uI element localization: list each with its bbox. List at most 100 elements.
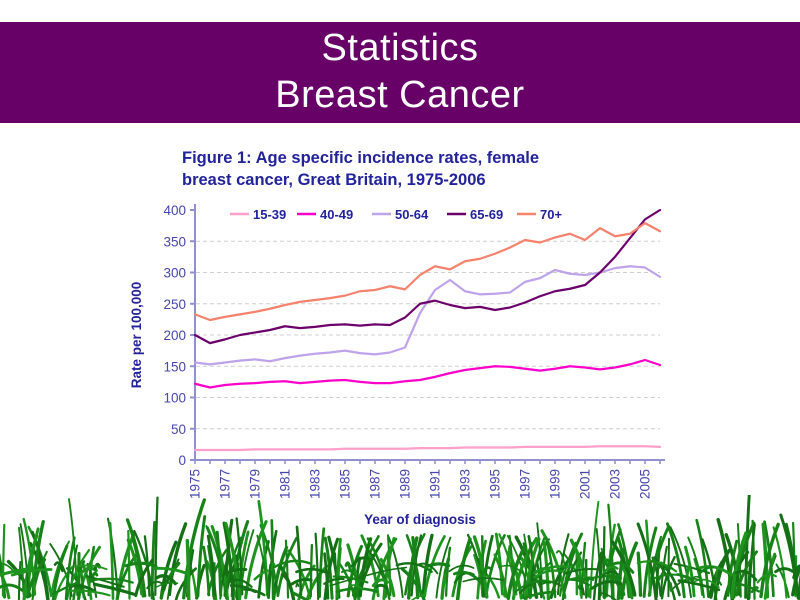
grass-scribble <box>274 581 278 589</box>
grass-blade <box>215 530 223 598</box>
grass-blade <box>256 534 270 599</box>
y-tick-label: 0 <box>178 453 186 468</box>
grass-blade <box>797 572 800 600</box>
legend-label-15-39: 15-39 <box>253 207 286 222</box>
grass-scribble <box>532 569 569 579</box>
grass-scribble <box>291 591 310 600</box>
y-tick-label: 350 <box>163 234 186 249</box>
grass-scribble <box>223 567 248 576</box>
grass-blade <box>561 532 584 598</box>
grass-blade <box>1 523 6 597</box>
grass-scribble <box>462 577 504 583</box>
grass-blade <box>494 532 504 596</box>
grass-scribble <box>514 579 555 594</box>
y-tick-label: 150 <box>163 359 186 374</box>
grass-scribble <box>253 569 269 581</box>
grass-blade <box>653 556 676 600</box>
grass-scribble <box>480 566 493 579</box>
grass-scribble <box>792 564 800 580</box>
grass-blade <box>476 563 501 599</box>
grass-blade <box>69 544 79 600</box>
legend-label-40-49: 40-49 <box>320 207 353 222</box>
x-tick-label: 2005 <box>638 469 653 499</box>
y-tick-label: 400 <box>163 203 186 218</box>
grass-blade <box>346 544 364 598</box>
grass-scribble <box>586 574 623 581</box>
x-tick-label: 1985 <box>338 469 353 499</box>
grass-scribble <box>68 584 83 591</box>
grass-scribble <box>290 577 313 586</box>
grass-blade <box>202 545 211 597</box>
x-tick-label: 1999 <box>548 469 563 499</box>
grass-blade <box>684 545 696 598</box>
grass-scribble <box>600 565 619 578</box>
grass-scribble <box>415 562 439 575</box>
grass-scribble <box>162 579 170 591</box>
grass-blade <box>522 541 533 600</box>
grass-scribble <box>711 579 723 586</box>
grass-scribble <box>750 586 759 594</box>
grass-blade <box>284 539 290 599</box>
grass-scribble <box>443 566 449 574</box>
grass-blade <box>309 543 314 598</box>
grass-scribble <box>332 575 369 584</box>
grass-blade <box>589 500 600 599</box>
grass-blade <box>636 522 658 600</box>
grass-scribble <box>295 582 300 588</box>
grass-blade <box>64 536 76 600</box>
slide-title-line1: Statistics <box>321 27 479 69</box>
grass-decoration <box>0 495 800 600</box>
grass-blade <box>507 550 523 600</box>
grass-blade <box>772 526 788 599</box>
x-tick-label: 2001 <box>578 469 593 499</box>
y-tick-label: 50 <box>171 422 186 437</box>
grass-scribble <box>0 583 24 592</box>
y-tick-label: 250 <box>163 297 186 312</box>
grass-blade <box>506 544 527 600</box>
grass-scribble <box>371 578 390 588</box>
grass-scribble <box>523 590 557 600</box>
grass-scribble <box>498 564 526 577</box>
grass-scribble <box>273 559 311 569</box>
grass-blade <box>126 538 144 596</box>
y-tick-label: 100 <box>163 391 186 406</box>
grass-blade <box>597 551 604 600</box>
grass-scribble <box>344 561 352 571</box>
grass-blade <box>182 498 206 600</box>
grass-scribble <box>154 574 177 586</box>
grass-blade <box>25 558 47 599</box>
grass-scribble <box>590 580 623 590</box>
grass-blade <box>185 538 191 600</box>
grass-blade <box>276 536 298 597</box>
grass-blade <box>603 528 622 600</box>
grass-blade <box>669 526 692 599</box>
grass-blade <box>174 567 197 600</box>
grass-scribble <box>601 592 618 600</box>
grass-scribble <box>92 577 134 584</box>
grass-blade <box>620 563 633 599</box>
grass-blade <box>305 564 329 600</box>
grass-scribble <box>0 566 36 577</box>
grass-scribble <box>69 589 111 597</box>
x-tick-label: 1987 <box>368 469 383 499</box>
grass-blade <box>763 520 775 598</box>
grass-blade <box>616 547 626 600</box>
grass-scribble <box>673 562 711 575</box>
grass-blade <box>536 522 543 596</box>
x-tick-label: 1983 <box>308 469 323 499</box>
grass-scribble <box>563 567 599 575</box>
x-tick-label: 1997 <box>518 469 533 499</box>
grass-scribble <box>448 564 475 573</box>
series-line-70+ <box>193 222 662 322</box>
grass-scribble <box>410 594 427 600</box>
grass-blade <box>224 522 242 600</box>
grass-blade <box>206 534 217 597</box>
legend-label-50-64: 50-64 <box>395 207 429 222</box>
grass-scribble <box>734 582 761 593</box>
series-line-40-49 <box>193 358 662 389</box>
grass-blade <box>66 549 91 600</box>
y-axis-title: Rate per 100,000 <box>129 282 144 389</box>
grass-scribble <box>278 577 284 589</box>
grass-scribble <box>270 562 276 571</box>
